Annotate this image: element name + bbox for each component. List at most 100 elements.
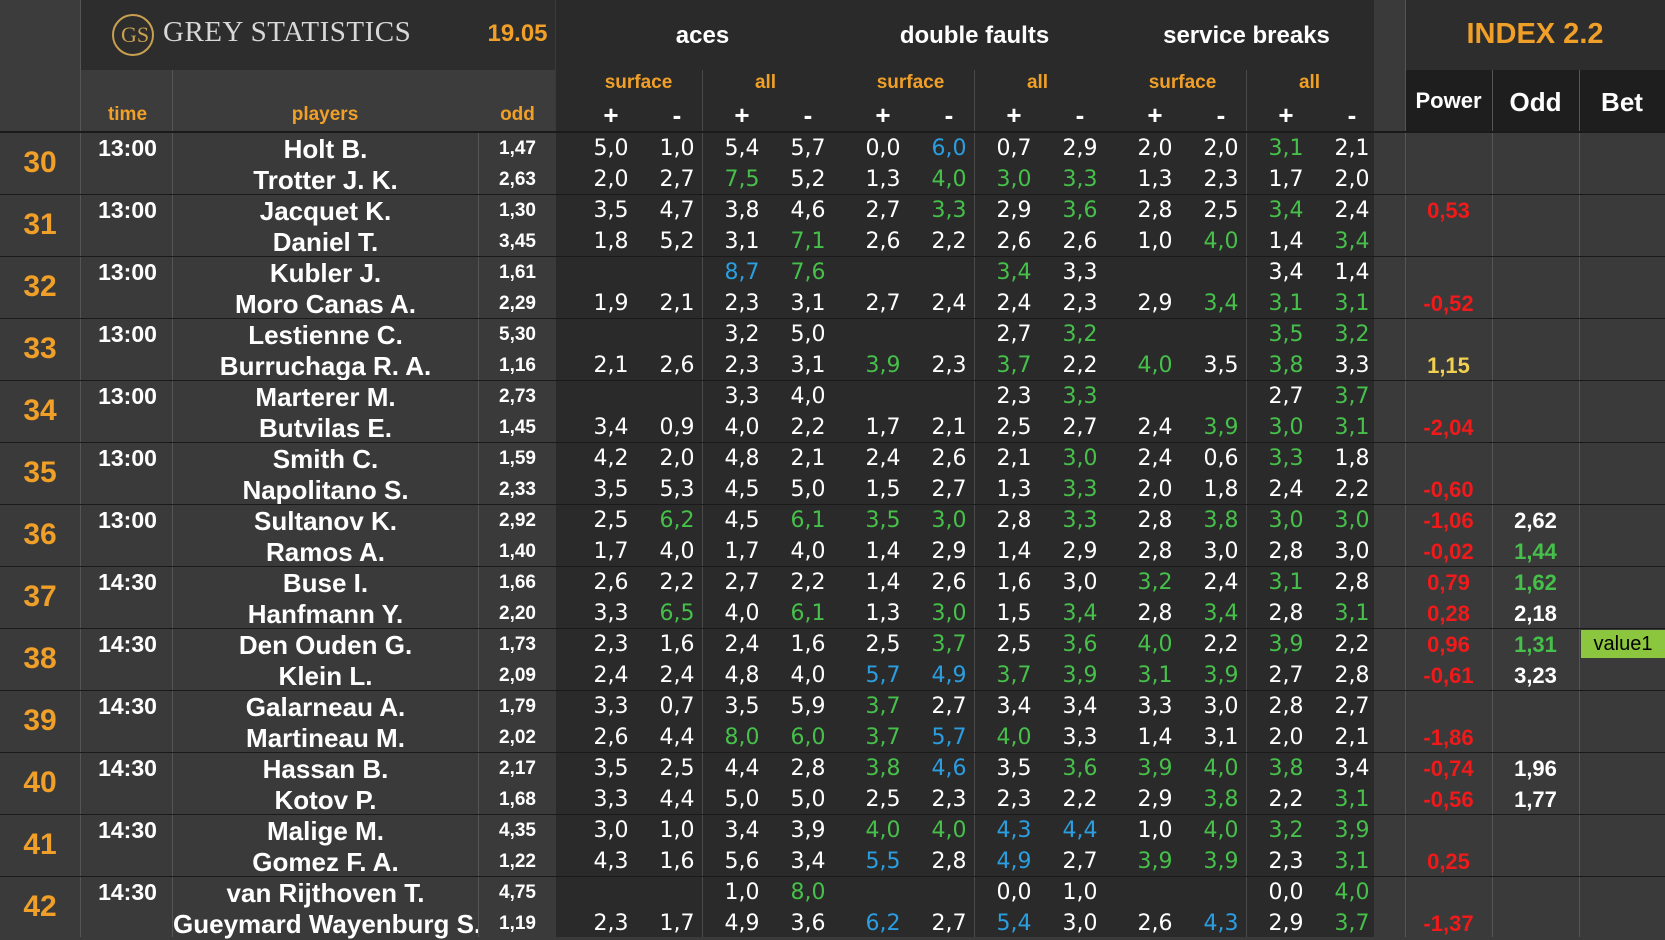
stat-value: 8,0 xyxy=(790,880,826,905)
stat-value: 3,1 xyxy=(1203,725,1239,750)
divider-no xyxy=(80,0,81,937)
stat-value: 3,0 xyxy=(1334,539,1370,564)
stat-value: 3,3 xyxy=(1062,508,1098,533)
match-number: 41 xyxy=(23,828,57,861)
stat-value: 3,3 xyxy=(593,601,629,626)
stat-value: 3,9 xyxy=(1137,849,1173,874)
player-odd: 1,59 xyxy=(499,448,536,469)
stat-value: 5,3 xyxy=(659,477,695,502)
stat-value: 5,2 xyxy=(659,229,695,254)
stat-value: 2,0 xyxy=(593,167,629,192)
stat-value: 8,7 xyxy=(724,260,760,285)
stat-value: 3,7 xyxy=(996,663,1032,688)
stat-value: 4,0 xyxy=(865,818,901,843)
player-odd: 1,16 xyxy=(499,355,536,376)
stat-value: 2,4 xyxy=(1334,198,1370,223)
row-number-header xyxy=(0,0,80,132)
player-odd: 1,79 xyxy=(499,696,536,717)
stat-value: 1,8 xyxy=(593,229,629,254)
stat-value: 2,8 xyxy=(1137,539,1173,564)
stat-value: 2,7 xyxy=(931,694,967,719)
player-name: Moro Canas A. xyxy=(234,289,417,319)
stat-value: 4,4 xyxy=(1062,818,1098,843)
stat-value: 6,2 xyxy=(659,508,695,533)
stat-value: 3,5 xyxy=(593,198,629,223)
odd2-value: 3,23 xyxy=(1514,663,1557,688)
stat-value: 4,9 xyxy=(996,849,1032,874)
stat-value: 2,7 xyxy=(1062,849,1098,874)
stat-value: 1,4 xyxy=(1334,260,1370,285)
index-subheader xyxy=(1405,70,1665,132)
stat-value: 3,1 xyxy=(1334,291,1370,316)
stat-value: 1,6 xyxy=(996,570,1032,595)
row-separator xyxy=(0,566,1665,567)
match-time: 14:30 xyxy=(98,569,157,595)
stat-value: 3,3 xyxy=(1334,353,1370,378)
player-name: Malige M. xyxy=(266,816,384,846)
stat-value: 6,5 xyxy=(659,601,695,626)
player-name: Hassan B. xyxy=(262,754,389,784)
stat-value: 1,3 xyxy=(865,167,901,192)
stat-value: 2,1 xyxy=(996,446,1032,471)
match-time: 13:00 xyxy=(98,507,157,533)
stat-value: 4,5 xyxy=(724,477,760,502)
match-time: 14:30 xyxy=(98,693,157,719)
stat-value: 4,3 xyxy=(1203,911,1239,936)
group-title-2: service breaks xyxy=(1163,22,1330,49)
stat-value: 2,4 xyxy=(1203,570,1239,595)
subgroup-divider-2 xyxy=(1246,70,1247,937)
stat-value: 3,5 xyxy=(593,477,629,502)
stat-value: 1,0 xyxy=(659,136,695,161)
stat-value: 4,6 xyxy=(931,756,967,781)
stat-value: 2,5 xyxy=(865,632,901,657)
stat-value: 3,9 xyxy=(1203,849,1239,874)
stat-value: 6,1 xyxy=(790,508,826,533)
stat-value: 4,0 xyxy=(1137,353,1173,378)
stat-group-0 xyxy=(556,0,830,937)
sign-2-3: - xyxy=(1347,100,1357,130)
stat-value: 3,0 xyxy=(1062,446,1098,471)
match-time: 14:30 xyxy=(98,879,157,905)
stat-value: 4,0 xyxy=(724,601,760,626)
group-title-1: double faults xyxy=(899,22,1050,49)
stat-value: 3,4 xyxy=(1268,260,1304,285)
stat-value: 2,1 xyxy=(1334,725,1370,750)
sub-all-2: all xyxy=(1298,72,1321,93)
match-time: 13:00 xyxy=(98,197,157,223)
group-title-0: aces xyxy=(675,22,730,49)
match-time: 13:00 xyxy=(98,259,157,285)
title-bar xyxy=(80,0,555,70)
stat-value: 1,9 xyxy=(593,291,629,316)
stat-value: 5,9 xyxy=(790,694,826,719)
sub-all-0: all xyxy=(754,72,777,93)
stat-value: 5,0 xyxy=(790,322,826,347)
player-odd: 2,29 xyxy=(499,293,536,314)
stat-value: 1,5 xyxy=(996,601,1032,626)
match-number: 35 xyxy=(23,456,57,489)
stat-value: 2,7 xyxy=(1268,663,1304,688)
stat-value: 4,0 xyxy=(790,539,826,564)
stat-value: 3,8 xyxy=(724,198,760,223)
power-value: -0,60 xyxy=(1423,477,1474,502)
stat-value: 4,3 xyxy=(593,849,629,874)
stat-value: 1,6 xyxy=(659,849,695,874)
stat-value: 2,6 xyxy=(1062,229,1098,254)
stat-value: 8,0 xyxy=(724,725,760,750)
row-separator xyxy=(0,814,1665,815)
row-separator xyxy=(0,256,1665,257)
odd2-value: 1,44 xyxy=(1514,539,1557,564)
stat-value: 4,0 xyxy=(931,818,967,843)
stat-value: 1,3 xyxy=(1137,167,1173,192)
col-players: players xyxy=(291,104,359,125)
stat-value: 3,3 xyxy=(1137,694,1173,719)
stat-value: 2,2 xyxy=(931,229,967,254)
stat-value: 3,0 xyxy=(1268,508,1304,533)
stat-value: 3,2 xyxy=(1137,570,1173,595)
row-separator xyxy=(0,504,1665,505)
odd2-value: 2,62 xyxy=(1514,508,1557,533)
stat-value: 2,9 xyxy=(1137,291,1173,316)
stat-value: 6,1 xyxy=(790,601,826,626)
divider-odd2 xyxy=(1579,70,1580,937)
odd2-value: 1,77 xyxy=(1514,787,1557,812)
col-bet: Bet xyxy=(1601,87,1643,117)
